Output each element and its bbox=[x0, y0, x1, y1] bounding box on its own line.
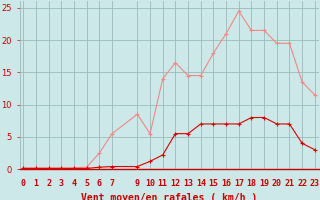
Text: 10: 10 bbox=[145, 179, 155, 188]
Text: 14: 14 bbox=[196, 179, 206, 188]
Text: Vent moyen/en rafales ( km/h ): Vent moyen/en rafales ( km/h ) bbox=[81, 193, 257, 200]
Text: 2: 2 bbox=[46, 179, 51, 188]
Text: 0: 0 bbox=[21, 179, 26, 188]
Text: 7: 7 bbox=[109, 179, 115, 188]
Text: 15: 15 bbox=[208, 179, 219, 188]
Text: 12: 12 bbox=[171, 179, 180, 188]
Text: 9: 9 bbox=[135, 179, 140, 188]
Text: 1: 1 bbox=[34, 179, 38, 188]
Text: 16: 16 bbox=[221, 179, 231, 188]
Text: 21: 21 bbox=[284, 179, 294, 188]
Text: 5: 5 bbox=[84, 179, 89, 188]
Text: 19: 19 bbox=[259, 179, 269, 188]
Text: 22: 22 bbox=[297, 179, 307, 188]
Text: 4: 4 bbox=[72, 179, 76, 188]
Text: 23: 23 bbox=[310, 179, 320, 188]
Text: 18: 18 bbox=[246, 179, 256, 188]
Text: 6: 6 bbox=[97, 179, 102, 188]
Text: 11: 11 bbox=[158, 179, 168, 188]
Text: 13: 13 bbox=[183, 179, 193, 188]
Text: 3: 3 bbox=[59, 179, 64, 188]
Text: 20: 20 bbox=[272, 179, 282, 188]
Text: 17: 17 bbox=[234, 179, 244, 188]
